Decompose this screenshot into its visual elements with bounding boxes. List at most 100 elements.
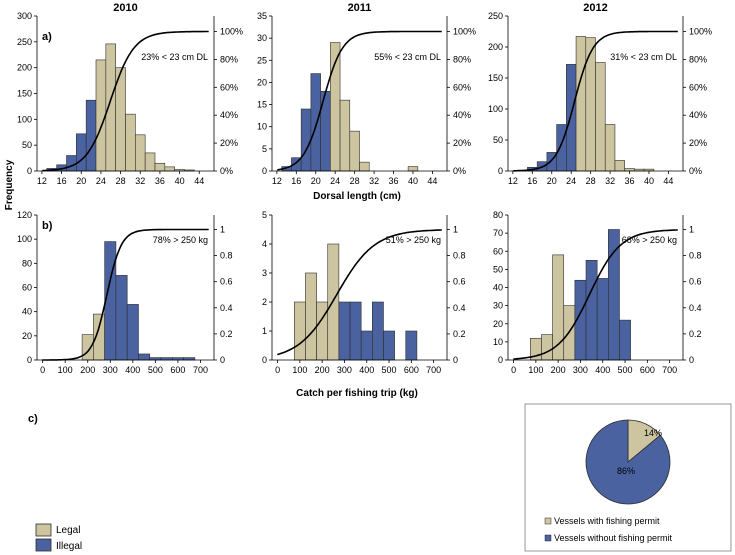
y-tick-label: 60 (493, 246, 503, 256)
chart-2: 2011 0 5 10 15 20 25 30 35 12 16 20 24 28 32 36 40 44 0% 20… (257, 2, 476, 186)
chart-title: 2010 (113, 2, 137, 14)
cumulative-curve (277, 30, 442, 171)
panel-label-a: a) (42, 31, 52, 43)
legend-label-legal: Legal (56, 525, 80, 536)
x-tick-label: 600 (170, 365, 185, 375)
cumulative-curve (42, 30, 209, 172)
x-tick-label: 16 (291, 176, 301, 186)
y2-tick-label: 0.8 (220, 251, 233, 261)
bar-illegal (300, 108, 312, 172)
bar-illegal (85, 99, 97, 172)
bar-legal (349, 130, 360, 172)
x-tick-label: 40 (408, 176, 418, 186)
y2-tick-label: 40% (689, 110, 707, 120)
chart-annotation: 23% < 23 cm DL (141, 52, 208, 62)
y-tick-label: 30 (493, 301, 503, 311)
x-tick-label: 24 (566, 176, 576, 186)
y2-tick-label: 0 (453, 355, 458, 365)
chart-annotation: 55% < 23 cm DL (374, 52, 441, 62)
y-tick-label: 0 (262, 355, 267, 365)
chart-annotation: 78% > 250 kg (153, 235, 208, 245)
pie-legend-swatch-with-permit (544, 517, 552, 525)
x-tick-label: 200 (80, 365, 95, 375)
x-tick-label: 400 (125, 365, 140, 375)
x-tick-label: 500 (618, 365, 633, 375)
x-tick-label: 100 (58, 365, 73, 375)
bar-legal (144, 152, 156, 172)
bar-illegal (360, 330, 373, 361)
y2-tick-label: 60% (453, 82, 471, 92)
bar-illegal (76, 133, 87, 172)
bar-legal (585, 37, 596, 172)
bar-legal (575, 36, 587, 172)
x-tick-label: 0 (40, 365, 45, 375)
y2-tick-label: 20% (220, 138, 238, 148)
y2-tick-label: 0.2 (453, 329, 466, 339)
bar-illegal (115, 275, 128, 361)
x-tick-label: 200 (551, 365, 566, 375)
x-axis-label-catch: Catch per fishing trip (kg) (296, 388, 418, 399)
bar-legal (105, 43, 116, 172)
y-tick-label: 0 (262, 166, 267, 176)
x-tick-label: 20 (76, 176, 86, 186)
x-tick-label: 24 (330, 176, 340, 186)
x-tick-label: 0 (511, 365, 516, 375)
chart-3: 2012 0 50 100 150 200 250 12 16 20 24 28 32 36 40 44 0% 2… (488, 2, 712, 186)
y2-tick-label: 0 (220, 355, 225, 365)
bar-legal (81, 334, 94, 361)
bar-legal (135, 134, 146, 172)
y-tick-label: 100 (17, 114, 32, 124)
y-tick-label: 50 (22, 140, 32, 150)
bar-illegal (556, 124, 567, 172)
y-tick-label: 100 (17, 234, 32, 244)
y-tick-label: 5 (262, 210, 267, 220)
bar-legal (604, 124, 616, 172)
y2-tick-label: 0.4 (453, 303, 466, 313)
panel-label-b: b) (42, 220, 53, 232)
pie-slices (585, 419, 671, 505)
x-tick-label: 36 (625, 176, 635, 186)
y-tick-label: 60 (22, 283, 32, 293)
bar-legal (95, 59, 107, 172)
bar-illegal (349, 301, 362, 361)
x-tick-label: 28 (116, 176, 126, 186)
legend-label-illegal: Illegal (56, 541, 82, 552)
x-tick-label: 12 (272, 176, 282, 186)
y2-tick-label: 0.8 (689, 251, 702, 261)
bar-illegal (138, 353, 151, 361)
y-tick-label: 250 (17, 37, 32, 47)
x-tick-label: 500 (382, 365, 397, 375)
y2-tick-label: 0.8 (453, 251, 466, 261)
x-tick-label: 12 (508, 176, 518, 186)
pie-legend-without-permit: Vessels without fishing permit (554, 533, 673, 543)
y-tick-label: 80 (493, 210, 503, 220)
y2-tick-label: 0.2 (689, 329, 702, 339)
y-tick-label: 100 (488, 104, 503, 114)
x-tick-label: 20 (547, 176, 557, 186)
y2-tick-label: 40% (220, 110, 238, 120)
x-tick-label: 16 (57, 176, 67, 186)
bar-legal (164, 166, 175, 172)
y2-tick-label: 20% (453, 138, 471, 148)
x-tick-label: 20 (311, 176, 321, 186)
x-tick-label: 24 (96, 176, 106, 186)
y2-tick-label: 0% (453, 166, 466, 176)
y2-tick-label: 0.2 (220, 329, 233, 339)
y2-tick-label: 0 (689, 355, 694, 365)
x-tick-label: 44 (194, 176, 204, 186)
y-tick-label: 300 (17, 11, 32, 21)
y2-tick-label: 0% (689, 166, 702, 176)
chart-title: 2011 (348, 2, 372, 14)
chart-4: 0 20 40 60 80 100 120 0 100 200 300 400 500 600 700 0 0.… (17, 210, 233, 375)
y-tick-label: 30 (257, 33, 267, 43)
bar-legal (293, 301, 306, 361)
y2-tick-label: 0.6 (689, 277, 702, 287)
y-tick-label: 200 (17, 63, 32, 73)
bar-illegal (608, 229, 620, 361)
x-tick-label: 400 (595, 365, 610, 375)
y-tick-label: 120 (17, 210, 32, 220)
x-tick-label: 200 (315, 365, 330, 375)
y-tick-label: 10 (257, 122, 267, 132)
y-tick-label: 0 (27, 166, 32, 176)
y-tick-label: 5 (262, 144, 267, 154)
